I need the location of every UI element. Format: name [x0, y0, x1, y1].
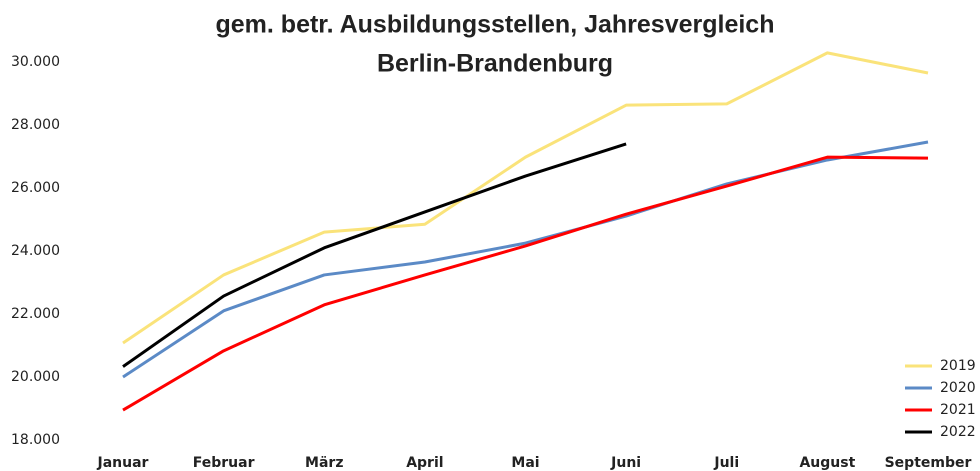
y-tick-label: 20.000	[11, 369, 60, 385]
x-tick-label: September	[885, 455, 972, 471]
x-tick-label: Mai	[511, 455, 539, 471]
x-tick-label: Juni	[610, 455, 641, 471]
x-tick-label: April	[406, 455, 443, 471]
x-tick-label: Juli	[713, 455, 739, 471]
legend-label: 2019	[940, 358, 976, 374]
x-tick-label: August	[799, 455, 855, 471]
x-tick-label: März	[305, 455, 343, 471]
chart-subtitle: Berlin-Brandenburg	[377, 50, 613, 78]
legend-label: 2022	[940, 424, 976, 440]
x-tick-label: Februar	[193, 455, 255, 471]
line-series	[122, 142, 627, 368]
y-tick-label: 28.000	[11, 117, 60, 133]
y-tick-label: 30.000	[11, 54, 60, 70]
y-tick-label: 18.000	[11, 432, 60, 448]
y-tick-label: 22.000	[11, 306, 60, 322]
y-tick-label: 24.000	[11, 243, 60, 259]
line-series	[122, 51, 929, 345]
legend-label: 2021	[940, 402, 976, 418]
line-series	[122, 155, 929, 412]
y-tick-label: 26.000	[11, 180, 60, 196]
chart-title: gem. betr. Ausbildungsstellen, Jahresver…	[216, 11, 775, 39]
legend-label: 2020	[940, 380, 976, 396]
x-tick-label: Januar	[97, 455, 149, 471]
